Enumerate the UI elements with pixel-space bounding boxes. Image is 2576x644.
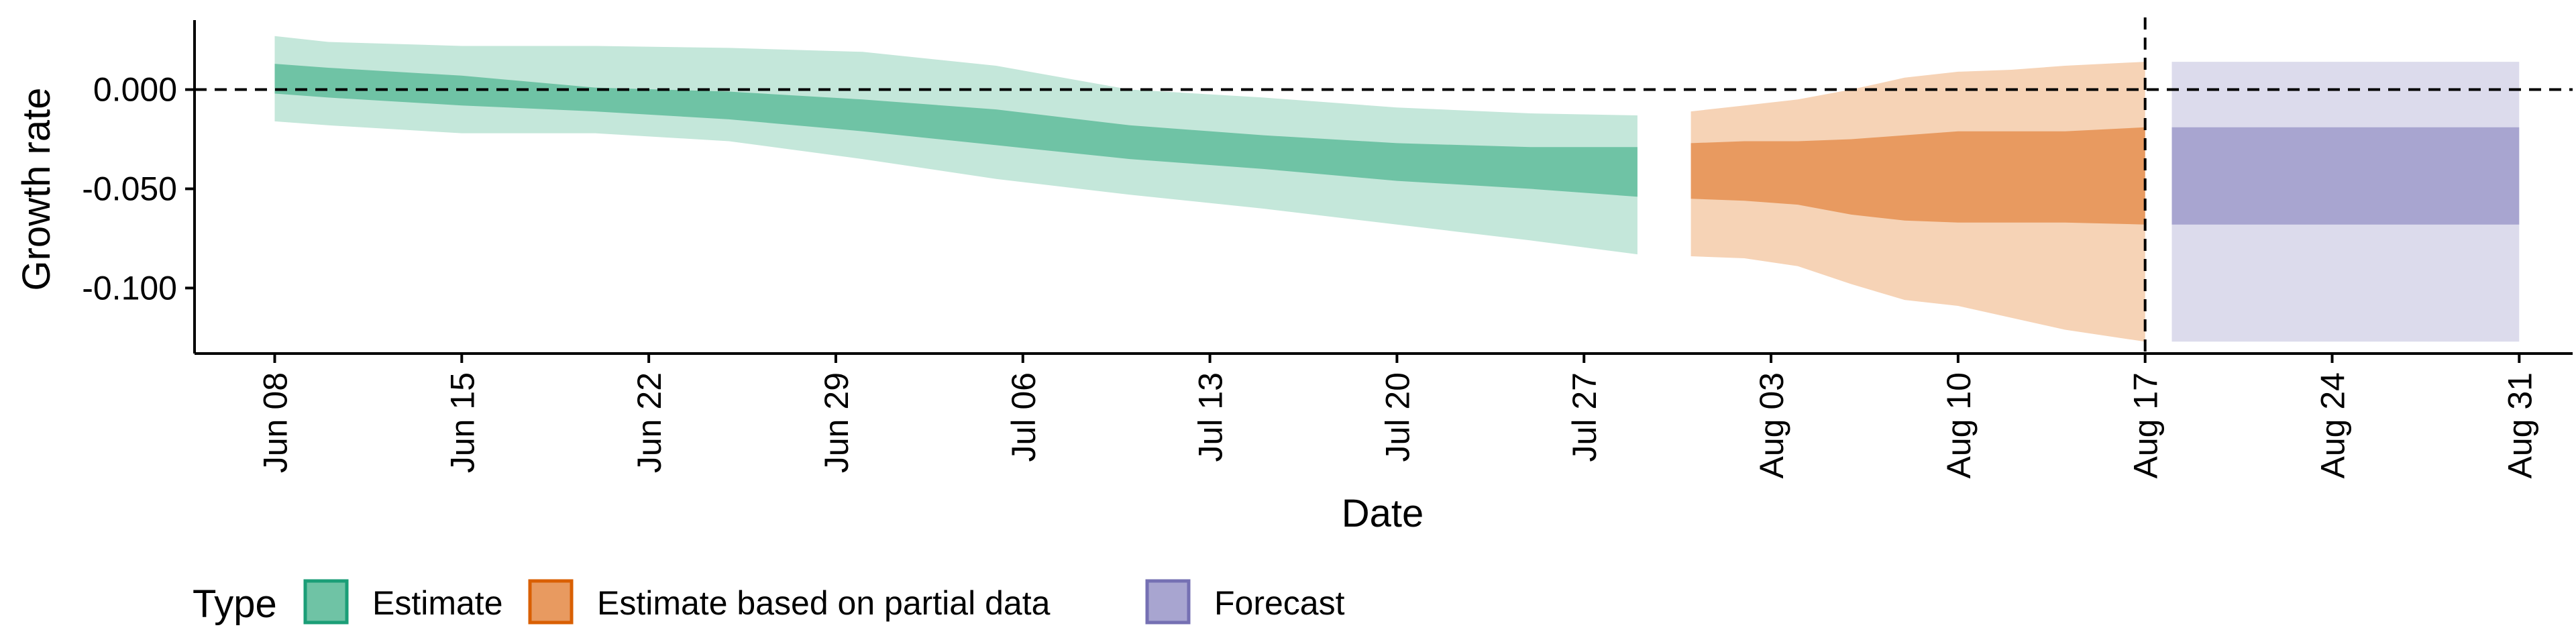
x-tick-label: Jul 20	[1379, 372, 1416, 462]
x-tick-label: Aug 10	[1940, 372, 1978, 478]
x-tick-label: Jul 13	[1192, 372, 1230, 462]
x-axis-title: Date	[1342, 492, 1424, 535]
x-tick-label: Jun 29	[818, 372, 855, 473]
x-tick-label: Aug 24	[2314, 372, 2352, 478]
estimate-based-on-partial-data-inner-band	[1690, 127, 2145, 225]
x-tick-label: Jun 15	[443, 372, 481, 473]
y-tick-label: -0.050	[82, 170, 177, 207]
x-tick-label: Aug 31	[2501, 372, 2538, 478]
y-axis-title: Growth rate	[15, 88, 58, 291]
legend-swatch	[303, 579, 349, 625]
x-tick-label: Aug 17	[2127, 372, 2165, 478]
x-tick-label: Aug 03	[1753, 372, 1790, 478]
x-tick-label: Jul 06	[1005, 372, 1042, 462]
estimate-inner-band	[274, 64, 1638, 197]
x-axis-ticks: Jun 08 Jun 15 Jun 22 Jun 29 Jul 06 Jul 13 Jul …	[256, 354, 2538, 478]
legend-label: Forecast	[1214, 584, 1345, 622]
legend-swatch	[1145, 579, 1191, 625]
legend-swatch	[528, 579, 574, 625]
y-tick-label: 0.000	[93, 71, 177, 109]
y-tick-label: -0.100	[82, 269, 177, 307]
legend-label: Estimate	[372, 584, 503, 622]
x-tick-label: Jun 22	[631, 372, 668, 473]
x-tick-label: Jul 27	[1566, 372, 1603, 462]
band-layer	[274, 36, 2520, 342]
y-axis-ticks: 0.000 -0.050 -0.100	[82, 71, 195, 307]
forecast-inner-band	[2171, 127, 2520, 225]
x-tick-label: Jun 08	[256, 372, 294, 473]
legend-title: Type	[193, 582, 277, 626]
legend-label: Estimate based on partial data	[597, 584, 1051, 622]
legend: Type Estimate Estimate based on partial d…	[193, 579, 1345, 626]
